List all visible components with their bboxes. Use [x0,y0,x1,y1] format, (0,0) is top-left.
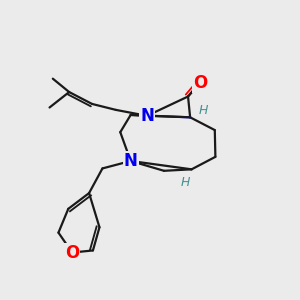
Text: N: N [124,152,138,170]
Text: H: H [199,104,208,117]
Text: O: O [193,74,207,92]
Text: N: N [140,107,154,125]
Text: O: O [65,244,79,262]
Text: H: H [180,176,190,189]
